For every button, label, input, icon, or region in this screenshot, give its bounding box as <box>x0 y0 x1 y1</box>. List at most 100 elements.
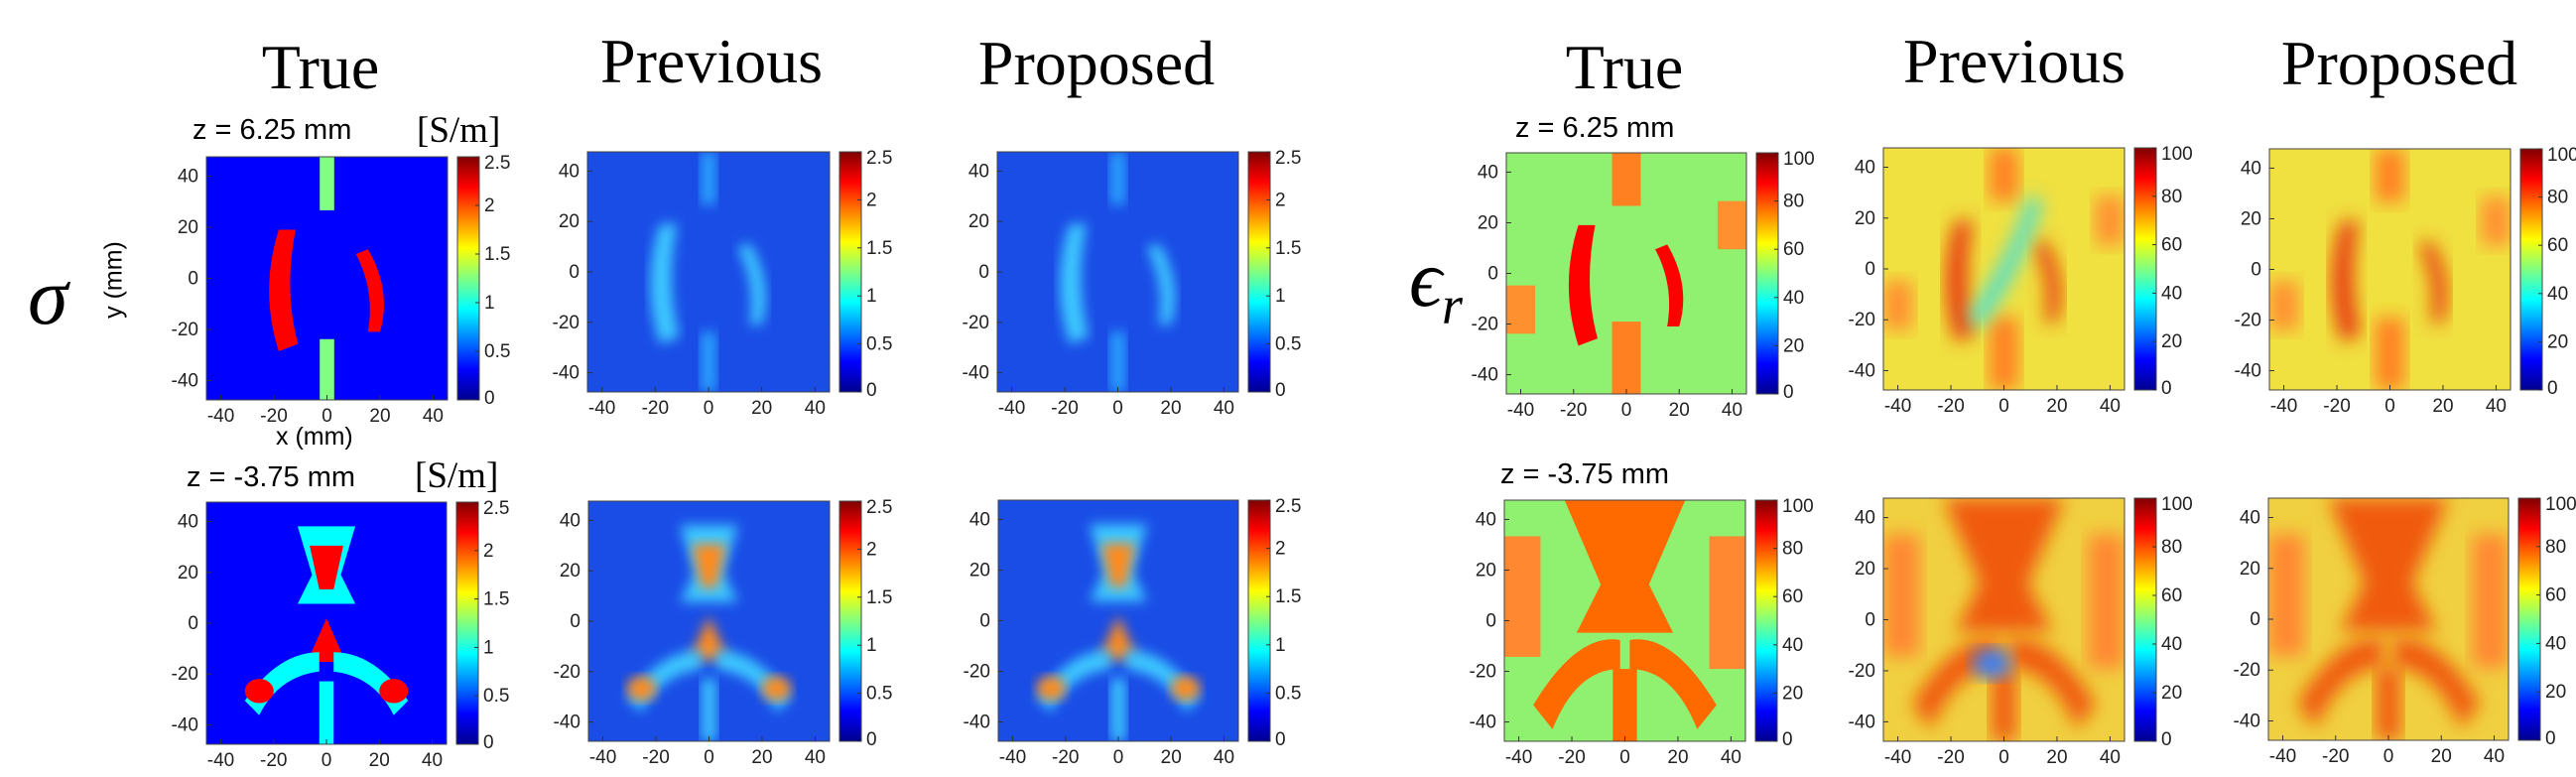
x-tick-label: 20 <box>2046 396 2067 417</box>
colorbar <box>1247 151 1271 393</box>
column-title-sigma-proposed: Proposed <box>977 28 1216 98</box>
colorbar-tick-label: 80 <box>1783 192 1804 212</box>
y-tick-label: 20 <box>969 560 990 581</box>
colorbar-tick-label: 2.5 <box>866 148 892 169</box>
y-tick-label: 40 <box>178 167 198 188</box>
colorbar-tick-label: 100 <box>2161 494 2193 515</box>
column-title-sigma-previous: Previous <box>600 26 823 96</box>
colorbar-tick-label: 1 <box>1275 286 1286 307</box>
x-tick-label: 20 <box>1667 747 1688 768</box>
y-tick-label: -20 <box>172 320 198 340</box>
colorbar-tick-label: 0 <box>1782 729 1793 750</box>
colorbar-tick-label: 80 <box>2161 187 2182 207</box>
x-tick-label: -20 <box>2323 396 2350 417</box>
x-tick-label: 20 <box>751 398 772 419</box>
y-tick-label: 40 <box>969 509 990 530</box>
colorbar-tick-label: 80 <box>1782 539 1803 560</box>
x-tick-label: -20 <box>260 406 287 427</box>
panel-epsilon_r-previous-top: -40 -20 0 20 40 40 20 0 -20 -40 100 80 60 40 20 0 <box>1849 144 2193 417</box>
y-tick-label: 0 <box>1487 264 1498 285</box>
x-tick-label: -20 <box>2322 746 2349 767</box>
x-tick-label: 0 <box>1619 747 1630 768</box>
x-tick-label: -20 <box>1937 747 1964 768</box>
y-tick-label: 20 <box>559 211 580 232</box>
panel-sigma-proposed-top: -40 -20 0 20 40 40 20 0 -20 -40 2.5 2 1.5 1 0.5 0 <box>963 148 1302 419</box>
colorbar-tick-label: 60 <box>1783 239 1804 260</box>
y-tick-label: -40 <box>1472 365 1498 386</box>
colorbar <box>2133 497 2157 742</box>
colorbar-tick-label: 40 <box>1783 288 1804 309</box>
colorbar-tick-label: 60 <box>2161 235 2182 256</box>
slice-image <box>206 502 447 744</box>
colorbar <box>2519 148 2543 391</box>
x-tick-label: -20 <box>1052 747 1079 768</box>
panel-sigma-previous-top: -40 -20 0 20 40 40 20 0 -20 -40 2.5 2 1.5 1 0.5 0 <box>553 148 893 419</box>
slice-image <box>206 157 448 400</box>
x-tick-label: 0 <box>1621 400 1632 421</box>
row-label-epsilon-r: ϵr <box>1409 238 1463 332</box>
x-tick-label: -20 <box>1560 400 1587 421</box>
panel-epsilon_r-proposed-top: -40 -20 0 20 40 40 20 0 -20 -40 100 80 60 40 20 0 <box>2235 145 2576 417</box>
slice-image <box>998 500 1238 741</box>
colorbar-tick-label: 100 <box>1782 496 1814 517</box>
colorbar-tick-label: 1.5 <box>484 244 510 265</box>
panel-epsilon_r-proposed-bottom: -40 -20 0 20 40 40 20 0 -20 -40 100 80 60 40 20 0 <box>2234 494 2576 767</box>
x-tick-label: 40 <box>423 406 444 427</box>
x-tick-label: 0 <box>1998 747 2009 768</box>
colorbar <box>1755 152 1779 395</box>
x-tick-label: 40 <box>2484 746 2505 767</box>
y-tick-label: 20 <box>178 563 198 583</box>
colorbar-tick-label: 2.5 <box>1275 148 1301 169</box>
colorbar-tick-label: 80 <box>2545 537 2566 558</box>
x-tick-label: 20 <box>1161 747 1182 768</box>
panel-sigma-previous-bottom: -40 -20 0 20 40 40 20 0 -20 -40 2.5 2 1.5 1 0.5 0 <box>554 497 893 768</box>
y-tick-label: 0 <box>569 262 580 283</box>
y-tick-label: -20 <box>172 664 198 685</box>
x-tick-label: -20 <box>1558 747 1585 768</box>
slice-image <box>1506 153 1746 394</box>
column-title-eps-true: True <box>1565 32 1684 102</box>
colorbar-tick-label: 0 <box>483 732 494 753</box>
y-tick-label: 20 <box>968 211 989 232</box>
colorbar-tick-label: 40 <box>2161 283 2182 304</box>
y-tick-label: 20 <box>2241 208 2261 229</box>
y-tick-label: -20 <box>1849 310 1875 330</box>
x-tick-label: 0 <box>2384 396 2395 417</box>
x-tick-label: 0 <box>704 747 714 768</box>
y-tick-label: -20 <box>2234 660 2260 681</box>
colorbar-tick-label: 60 <box>2545 585 2566 606</box>
slice-image <box>587 152 830 392</box>
x-tick-label: 20 <box>369 406 390 427</box>
y-tick-label: -40 <box>553 363 580 384</box>
colorbar-tick-label: 20 <box>2161 331 2182 352</box>
colorbar <box>2517 497 2541 741</box>
colorbar-tick-label: 60 <box>2161 585 2182 606</box>
y-tick-label: -40 <box>2235 361 2261 382</box>
colorbar-tick-label: 2 <box>866 539 877 560</box>
y-tick-label: -40 <box>1470 712 1496 733</box>
colorbar-tick-label: 100 <box>2547 145 2576 166</box>
colorbar-tick-label: 0 <box>2547 378 2558 399</box>
colorbar-tick-label: 0 <box>1783 382 1794 403</box>
colorbar-tick-label: 1.5 <box>866 238 892 259</box>
y-tick-label: -40 <box>2234 711 2260 731</box>
x-tick-label: -40 <box>998 398 1025 419</box>
y-tick-label: 0 <box>2250 609 2260 630</box>
colorbar-tick-label: 0 <box>2161 378 2172 399</box>
slice-image <box>1883 498 2125 741</box>
y-tick-label: -40 <box>1849 360 1875 381</box>
colorbar-tick-label: 0.5 <box>1275 683 1301 704</box>
y-tick-label: 20 <box>178 217 198 238</box>
y-tick-label: -40 <box>963 363 989 384</box>
colorbar <box>838 151 862 393</box>
colorbar-tick-label: 20 <box>2545 682 2566 703</box>
y-tick-label: 40 <box>2240 508 2260 529</box>
x-tick-label: 20 <box>369 750 390 771</box>
y-tick-label: 20 <box>2240 559 2260 580</box>
x-tick-label: -40 <box>1884 747 1911 768</box>
slice-image <box>997 152 1238 392</box>
colorbar-tick-label: 100 <box>2545 494 2576 515</box>
unit-label-bottom: [S/m] <box>415 455 499 496</box>
colorbar-tick-label: 1 <box>1275 635 1286 656</box>
colorbar-tick-label: 2 <box>1275 539 1286 560</box>
